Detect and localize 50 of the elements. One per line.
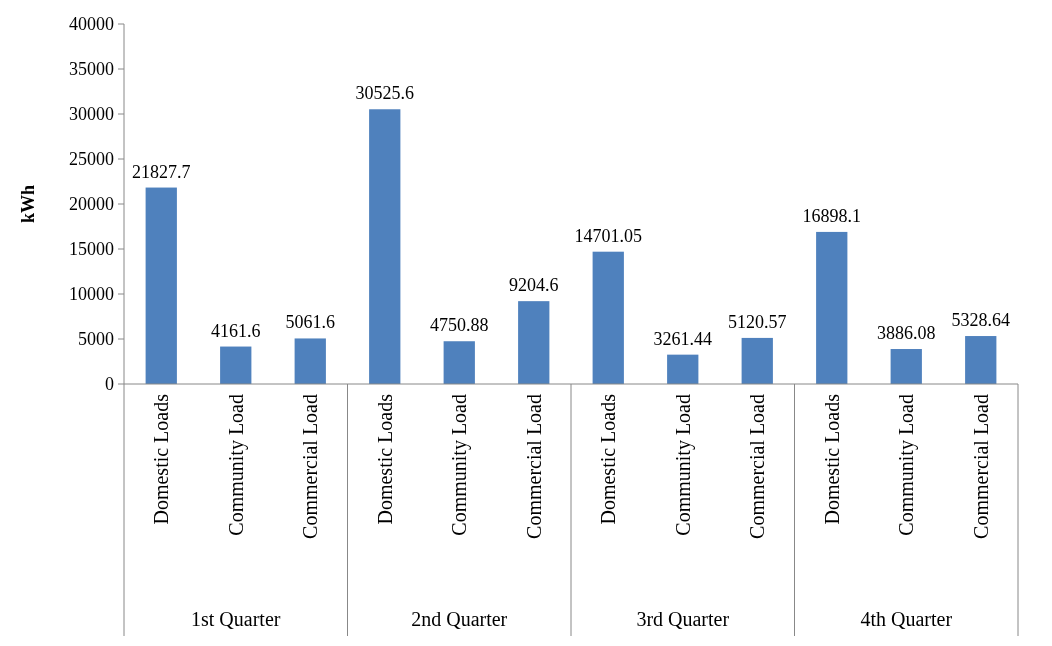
- x-tick-label: Domestic Loads: [150, 393, 173, 525]
- bar: [369, 109, 401, 384]
- text: 4th Quarter: [860, 608, 953, 630]
- bar: [965, 336, 997, 384]
- bar: [592, 251, 624, 384]
- y-tick-label: 30000: [69, 104, 114, 125]
- data-label: 14701.05: [574, 225, 642, 246]
- text: 3rd Quarter: [636, 608, 730, 630]
- y-tick-label: 10000: [69, 284, 114, 305]
- y-tick-label: 40000: [69, 14, 114, 35]
- x-tick-label: Commercial Load: [299, 394, 322, 539]
- text: 2nd Quarter: [411, 608, 508, 630]
- x-tick-label: Community Load: [224, 394, 248, 536]
- x-tick-label: Community Load: [895, 394, 919, 536]
- text: 1st Quarter: [191, 608, 281, 630]
- data-label: 5061.6: [285, 312, 335, 333]
- data-label: 5120.57: [728, 311, 787, 332]
- bar: [294, 338, 326, 384]
- data-label: 21827.7: [132, 161, 191, 182]
- bar: [518, 301, 550, 384]
- bar: [145, 187, 177, 384]
- bar: [890, 349, 922, 384]
- data-label: 3886.08: [877, 323, 936, 344]
- data-label: 30525.6: [355, 83, 414, 104]
- y-tick-label: 0: [105, 374, 114, 395]
- y-tick-label: 15000: [69, 239, 114, 260]
- x-tick-label: Commercial Load: [969, 394, 992, 539]
- y-tick-label: 25000: [69, 149, 114, 170]
- bar: [443, 341, 475, 384]
- bar: [816, 231, 848, 384]
- x-tick-label: Commercial Load: [746, 394, 769, 539]
- y-axis-title: kWh: [18, 184, 38, 224]
- bar: [741, 337, 773, 384]
- data-label: 9204.6: [509, 275, 559, 296]
- bar: [667, 354, 699, 384]
- x-tick-label: Domestic Loads: [820, 393, 843, 525]
- data-label: 3261.44: [653, 328, 712, 349]
- data-label: 4750.88: [430, 315, 489, 336]
- x-tick-label: Commercial Load: [522, 394, 545, 539]
- data-label: 5328.64: [951, 310, 1010, 331]
- x-tick-label: Community Load: [671, 394, 695, 536]
- data-label: 16898.1: [802, 205, 861, 226]
- y-tick-label: 5000: [78, 329, 114, 350]
- y-tick-label: 20000: [69, 194, 114, 215]
- x-tick-label: Domestic Loads: [373, 393, 396, 525]
- bar: [220, 346, 252, 384]
- x-tick-label: Domestic Loads: [597, 393, 620, 525]
- y-tick-label: 35000: [69, 59, 114, 80]
- x-tick-label: Community Load: [448, 394, 472, 536]
- data-label: 4161.6: [211, 320, 261, 341]
